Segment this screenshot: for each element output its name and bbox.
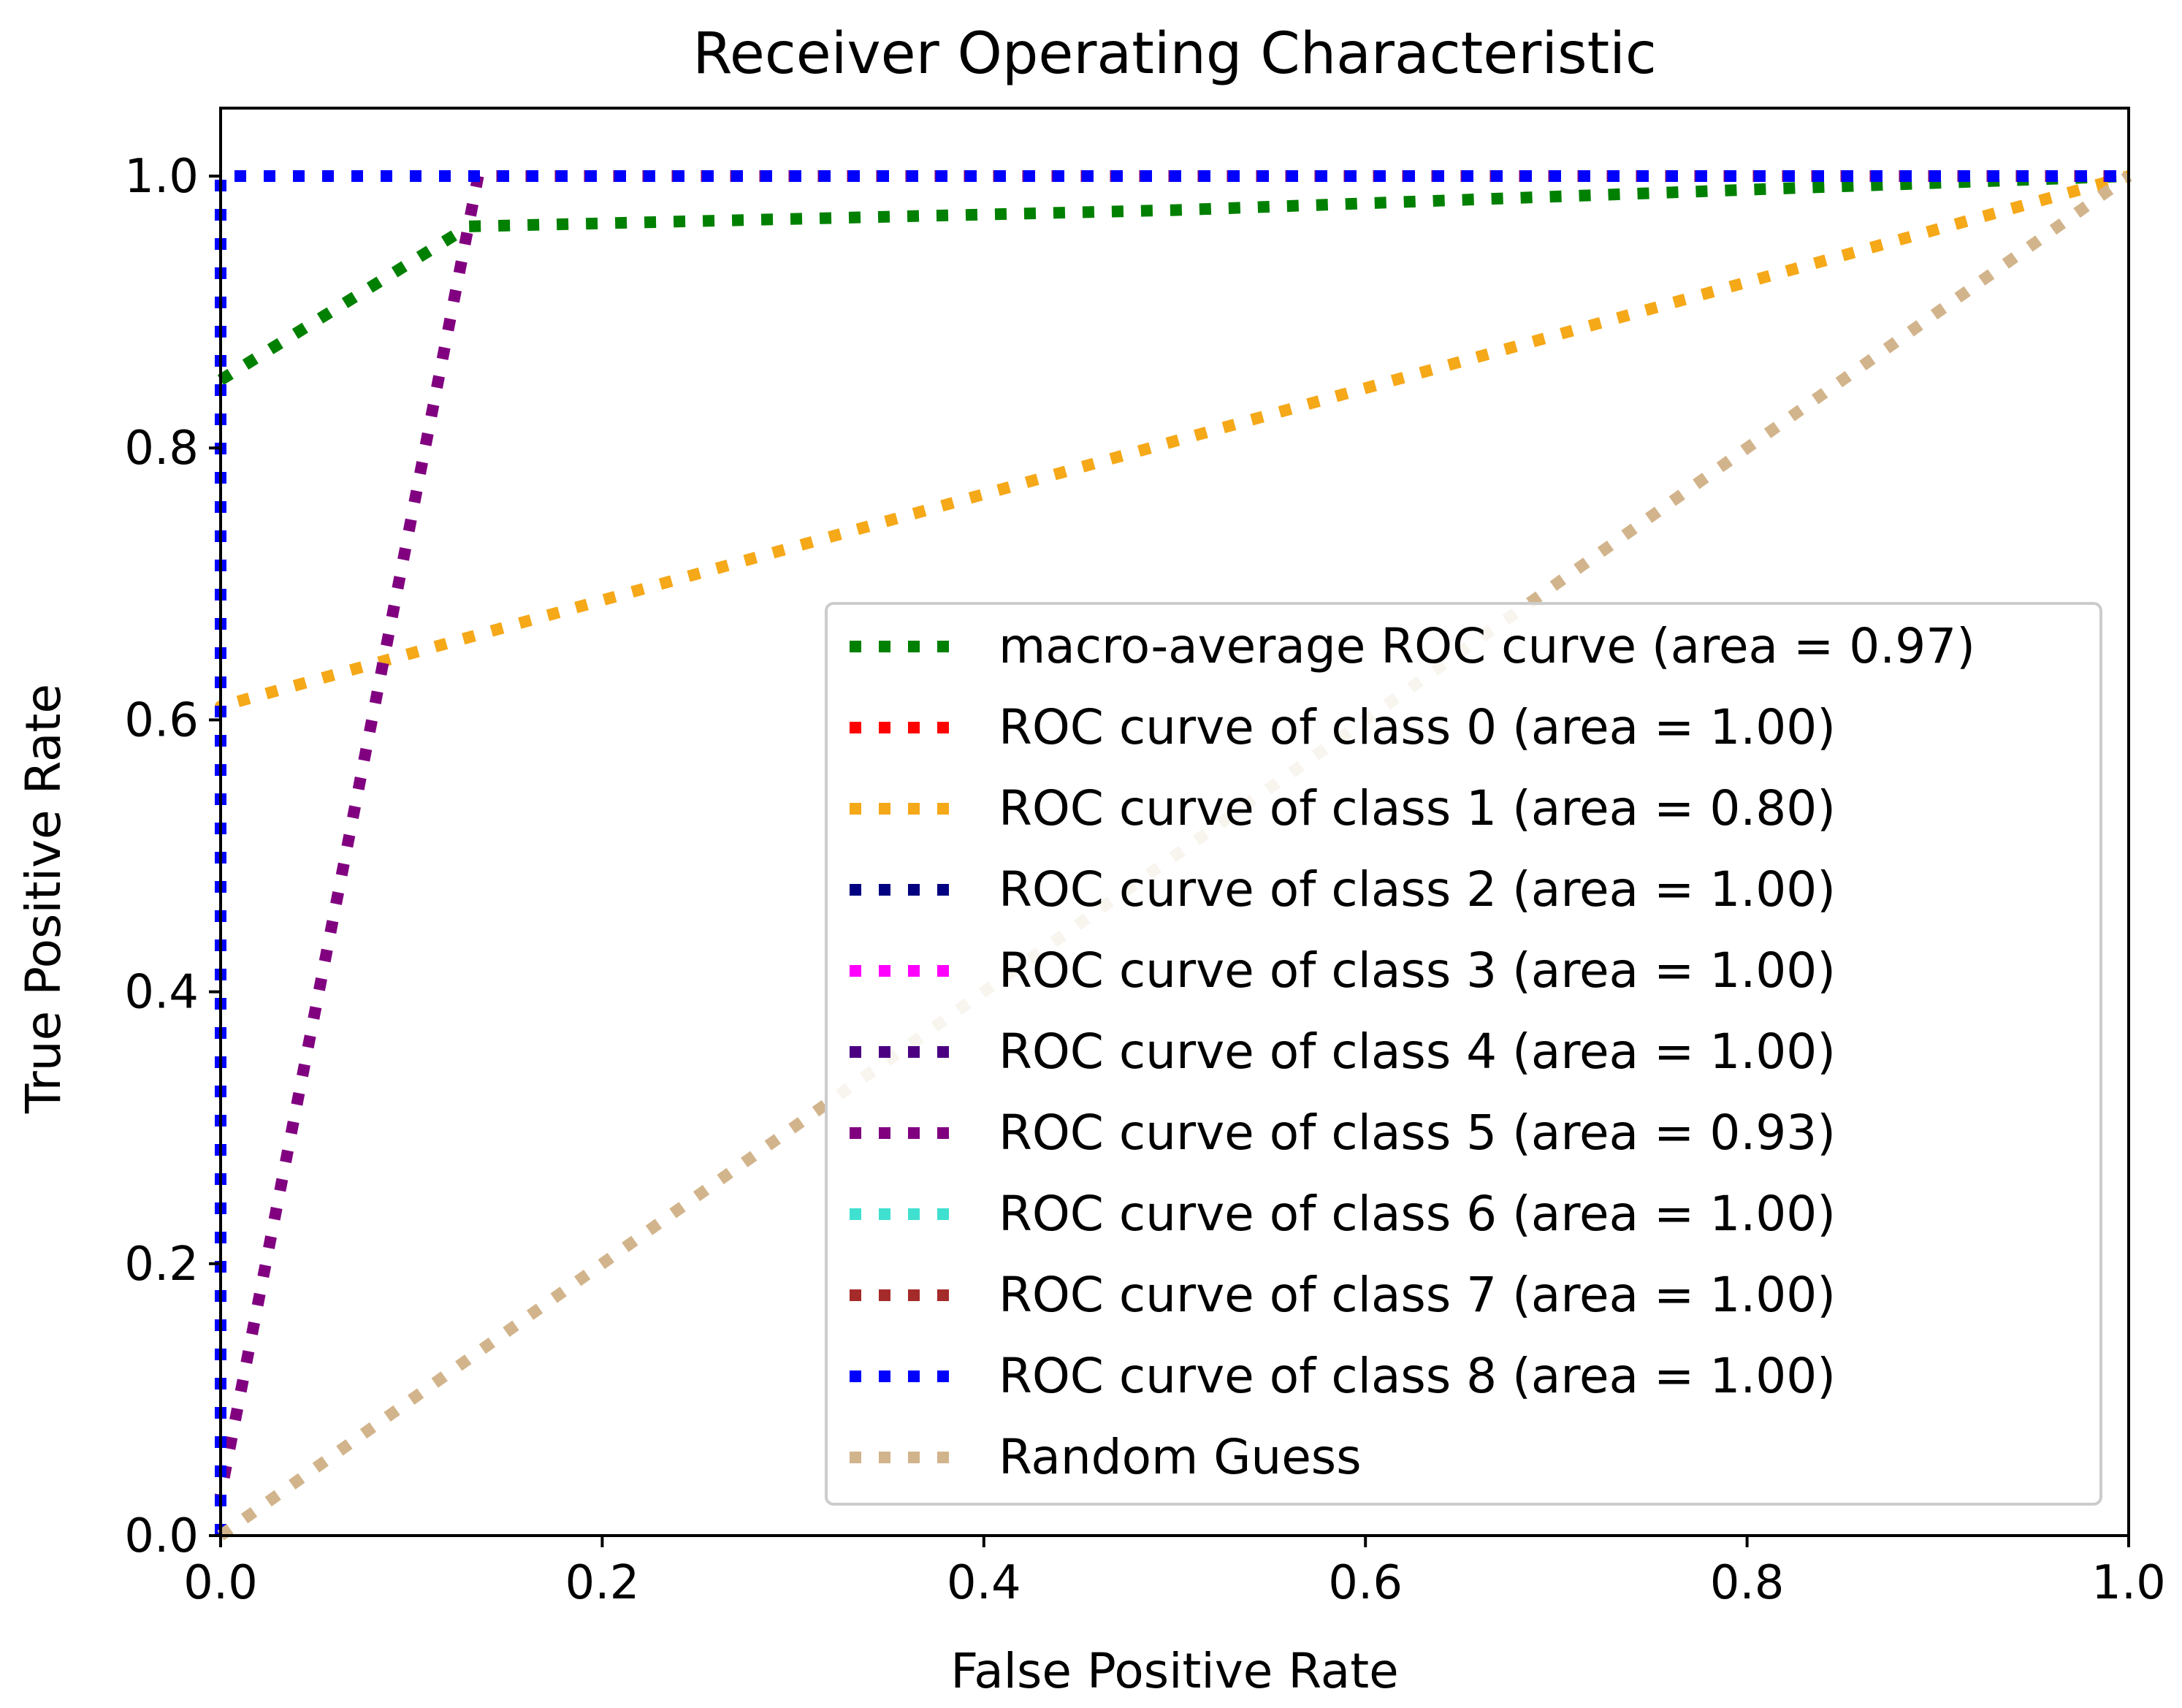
chart-title: Receiver Operating Characteristic xyxy=(693,21,1657,87)
x-tick-label: 0.8 xyxy=(1710,1556,1785,1610)
x-axis-label: False Positive Rate xyxy=(950,1643,1398,1699)
legend-label-roc-curve-of-class-6-area-1-00: ROC curve of class 6 (area = 1.00) xyxy=(999,1186,1836,1242)
plot-frame xyxy=(219,107,2130,1537)
curve-roc-curve-of-class-8-area-1-00 xyxy=(215,170,2129,1536)
legend-label-random-guess: Random Guess xyxy=(999,1429,1362,1485)
legend: macro-average ROC curve (area = 0.97) ROC… xyxy=(825,602,2102,1506)
legend-label-roc-curve-of-class-5-area-0-93: ROC curve of class 5 (area = 0.93) xyxy=(999,1105,1836,1161)
legend-label-roc-curve-of-class-0-area-1-00: ROC curve of class 0 (area = 1.00) xyxy=(999,699,1836,755)
legend-label-roc-curve-of-class-3-area-1-00: ROC curve of class 3 (area = 1.00) xyxy=(999,942,1836,999)
legend-label-roc-curve-of-class-4-area-1-00: ROC curve of class 4 (area = 1.00) xyxy=(999,1023,1836,1080)
y-tick-label: 0.2 xyxy=(124,1238,199,1292)
curve-macro-average-roc-curve-area-0-97 xyxy=(217,170,2129,386)
x-tick-label: 1.0 xyxy=(2091,1556,2166,1610)
legend-label-roc-curve-of-class-2-area-1-00: ROC curve of class 2 (area = 1.00) xyxy=(999,861,1836,918)
legend-label-roc-curve-of-class-8-area-1-00: ROC curve of class 8 (area = 1.00) xyxy=(999,1348,1836,1404)
x-tick-label: 0.6 xyxy=(1328,1556,1403,1610)
legend-label-roc-curve-of-class-1-area-0-80: ROC curve of class 1 (area = 0.80) xyxy=(999,780,1836,836)
y-tick-label: 0.8 xyxy=(124,422,199,476)
x-tick-label: 0.0 xyxy=(183,1556,258,1610)
legend-label-roc-curve-of-class-7-area-1-00: ROC curve of class 7 (area = 1.00) xyxy=(999,1267,1836,1323)
legend-box xyxy=(825,602,2102,1506)
ticks-layer: 0.0 0.2 0.4 0.6 0.8 1.0 0.0 0.2 0.4 0.6 0.8 1.0 xyxy=(124,150,2166,1610)
y-tick-label: 0.6 xyxy=(124,693,199,747)
legend-label-macro-average-roc-curve-area-0-97: macro-average ROC curve (area = 0.97) xyxy=(999,618,1975,674)
x-tick-label: 0.2 xyxy=(565,1556,640,1610)
y-tick-label: 1.0 xyxy=(124,150,199,204)
curve-roc-curve-of-class-5-area-0-93 xyxy=(215,170,2129,1536)
y-axis-label: True Positive Rate xyxy=(15,684,72,1114)
x-tick-label: 0.4 xyxy=(947,1556,1021,1610)
y-tick-label: 0.0 xyxy=(124,1509,199,1563)
y-tick-label: 0.4 xyxy=(124,966,199,1020)
